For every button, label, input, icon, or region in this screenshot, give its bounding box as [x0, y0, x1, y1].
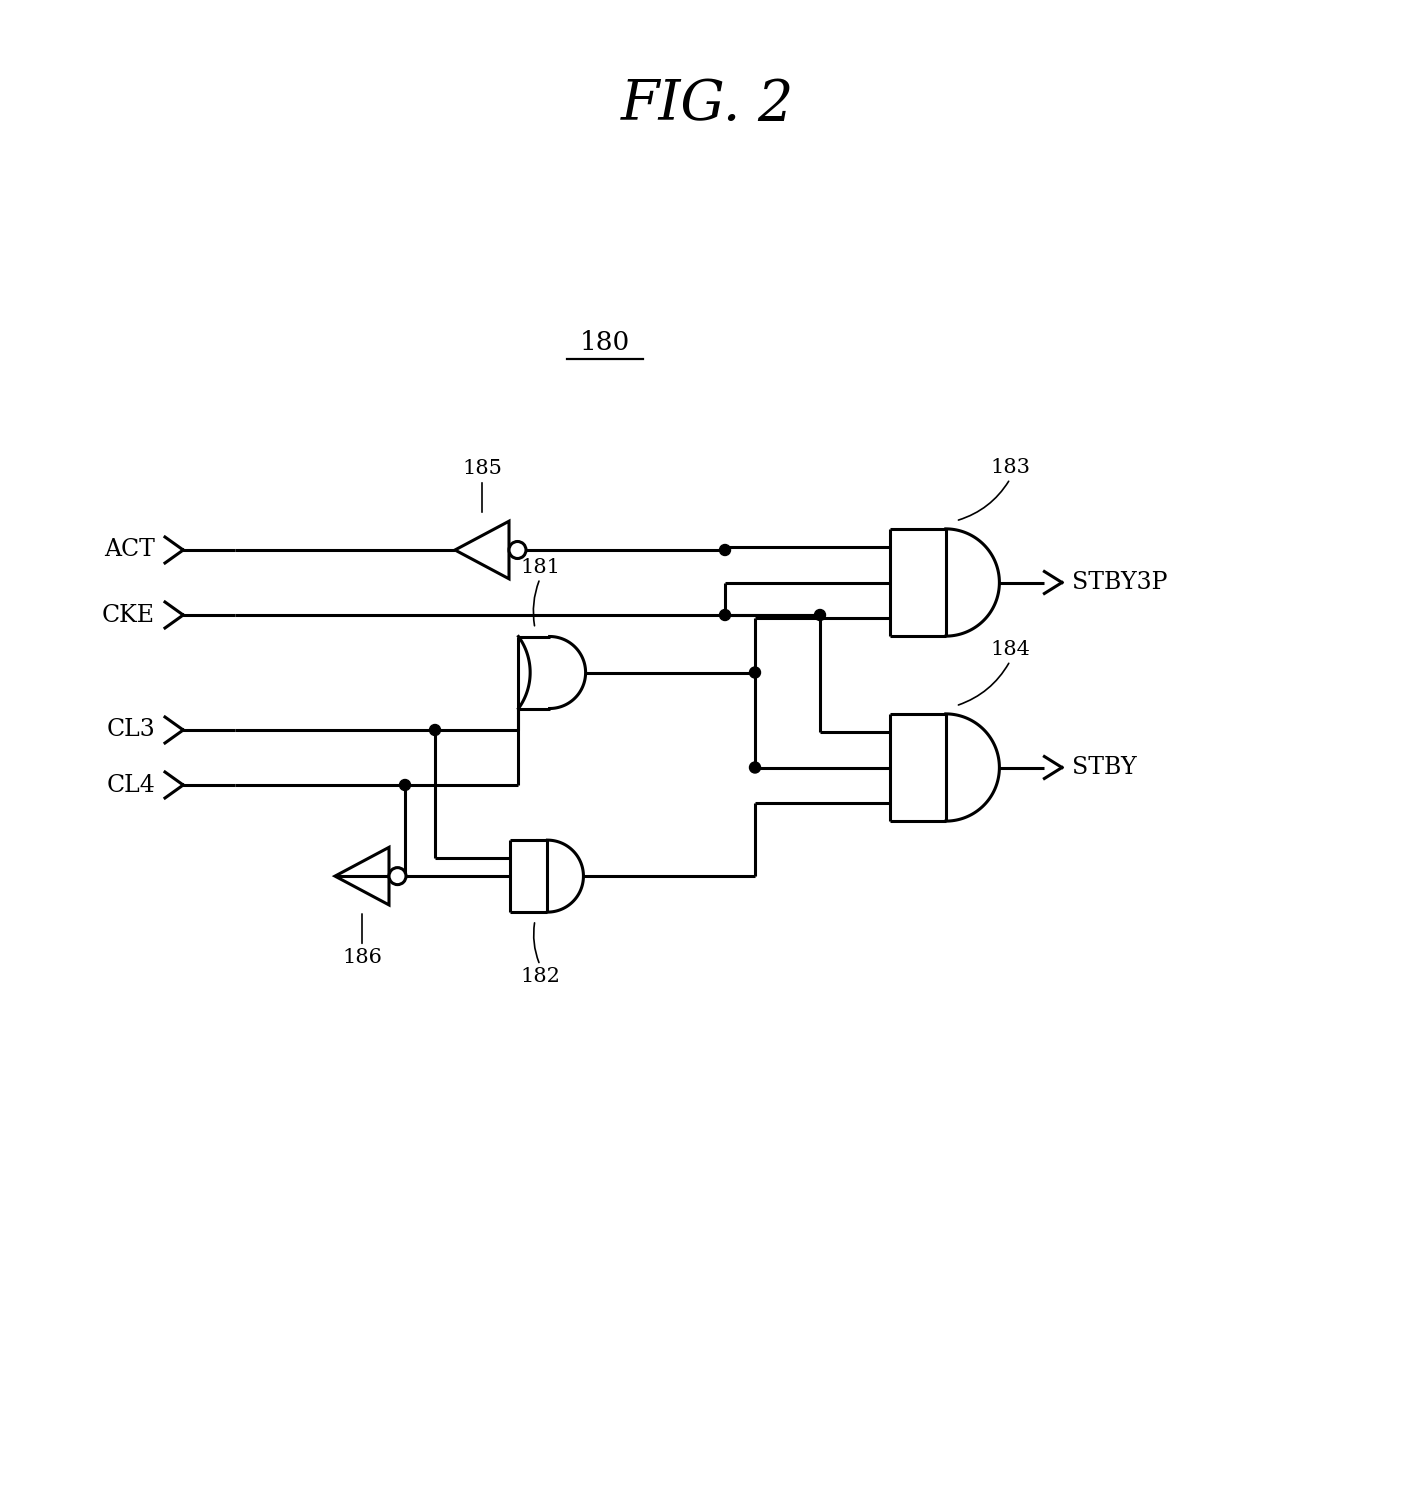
Circle shape	[400, 780, 410, 790]
Text: 181: 181	[520, 557, 560, 577]
Text: 183: 183	[990, 457, 1031, 477]
Text: 185: 185	[462, 459, 502, 478]
Circle shape	[430, 725, 441, 735]
Text: FIG. 2: FIG. 2	[621, 78, 793, 133]
Text: CKE: CKE	[102, 604, 156, 626]
Text: STBY3P: STBY3P	[1072, 571, 1168, 595]
Text: CL4: CL4	[106, 774, 156, 796]
Circle shape	[720, 610, 731, 620]
Text: 184: 184	[990, 639, 1029, 659]
Text: ACT: ACT	[105, 538, 156, 562]
Circle shape	[814, 610, 826, 620]
Text: 186: 186	[342, 949, 382, 967]
Text: 180: 180	[580, 330, 631, 356]
Text: 182: 182	[520, 967, 560, 986]
Text: CL3: CL3	[106, 719, 156, 741]
Text: STBY: STBY	[1072, 756, 1137, 778]
Circle shape	[509, 541, 526, 559]
Circle shape	[389, 868, 406, 884]
Circle shape	[720, 544, 731, 556]
Circle shape	[749, 666, 761, 678]
Circle shape	[749, 762, 761, 772]
